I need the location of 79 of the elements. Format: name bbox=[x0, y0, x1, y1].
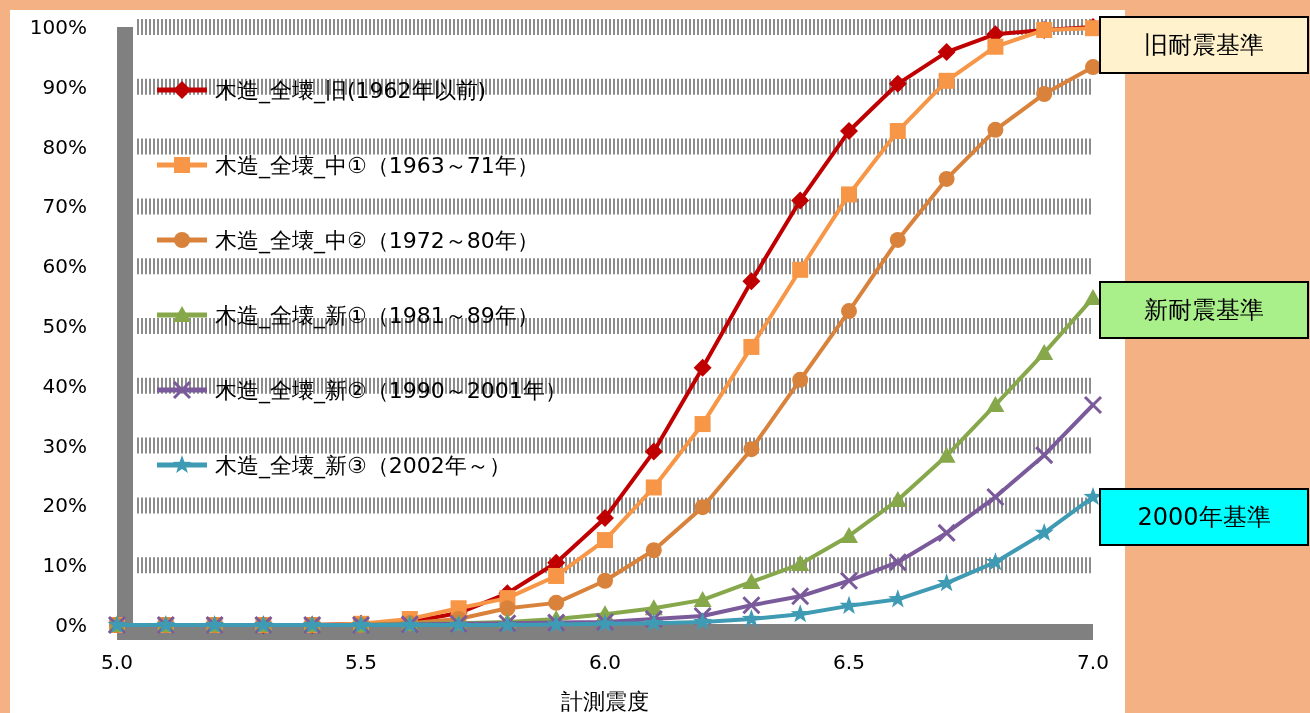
point bbox=[790, 604, 810, 623]
point bbox=[985, 552, 1005, 571]
point bbox=[841, 186, 857, 203]
x-tick-label: 7.0 bbox=[1077, 650, 1109, 674]
point bbox=[1034, 445, 1054, 465]
point bbox=[841, 303, 857, 320]
point bbox=[644, 442, 663, 461]
y-tick-label: 40% bbox=[42, 373, 87, 398]
point bbox=[645, 479, 662, 496]
legend-label: 木造_全壊_中①（1963～71年） bbox=[215, 152, 539, 179]
y-tick-label: 80% bbox=[42, 134, 87, 159]
point bbox=[889, 123, 906, 140]
text: 2000年基準 bbox=[1137, 503, 1271, 531]
point bbox=[742, 272, 761, 291]
point bbox=[1085, 59, 1101, 76]
point bbox=[548, 594, 565, 611]
point bbox=[548, 567, 565, 584]
point bbox=[792, 371, 809, 388]
y-tick-label: 0% bbox=[55, 613, 87, 637]
y-tick-label: 30% bbox=[42, 433, 87, 458]
legend-label: 木造_全壊_中②（1972～80年） bbox=[215, 227, 539, 254]
point bbox=[986, 395, 1005, 412]
x-tick-label: 6.0 bbox=[589, 650, 621, 674]
x-tick-label: 5.5 bbox=[345, 650, 377, 674]
point bbox=[937, 43, 956, 62]
x-tick-label: 6.5 bbox=[833, 650, 865, 674]
point bbox=[597, 572, 613, 589]
point bbox=[889, 231, 906, 248]
x-axis-title: 計測震度 bbox=[561, 689, 649, 713]
text: 新耐震基準 bbox=[1144, 296, 1264, 324]
point bbox=[888, 552, 908, 572]
legend-label: 木造_全壊_旧(1962年以前) bbox=[215, 77, 487, 104]
point bbox=[985, 487, 1005, 507]
point bbox=[741, 609, 761, 628]
point bbox=[839, 571, 859, 591]
point bbox=[790, 586, 810, 606]
point bbox=[1083, 395, 1103, 415]
point bbox=[839, 595, 859, 614]
point bbox=[791, 555, 810, 571]
point bbox=[694, 499, 711, 516]
point bbox=[937, 446, 956, 463]
point bbox=[987, 121, 1004, 138]
point bbox=[597, 532, 613, 549]
y-tick-label: 10% bbox=[42, 553, 87, 578]
y-tick-label: 20% bbox=[42, 493, 87, 518]
point bbox=[743, 441, 760, 458]
point bbox=[938, 170, 955, 187]
point bbox=[888, 74, 907, 93]
point bbox=[1036, 85, 1053, 102]
point bbox=[742, 572, 761, 589]
point bbox=[743, 338, 760, 355]
point bbox=[1034, 522, 1054, 541]
point bbox=[596, 508, 614, 527]
point bbox=[938, 72, 955, 89]
point bbox=[840, 526, 858, 543]
text: 旧耐震基準 bbox=[1144, 31, 1264, 59]
point bbox=[693, 612, 713, 631]
point bbox=[937, 573, 957, 592]
legend-label: 木造_全壊_新③（2002年～） bbox=[215, 452, 511, 479]
point bbox=[1035, 343, 1054, 360]
legend-label: 木造_全壊_新②（1990～2001年） bbox=[215, 377, 567, 404]
point bbox=[645, 542, 662, 559]
point bbox=[937, 523, 957, 543]
point bbox=[840, 122, 858, 141]
point bbox=[693, 358, 712, 377]
y-tick-label: 100% bbox=[29, 15, 87, 39]
y-tick-label: 50% bbox=[42, 314, 87, 338]
point bbox=[987, 38, 1004, 55]
point bbox=[791, 191, 810, 210]
y-tick-label: 70% bbox=[42, 194, 87, 219]
legend-label: 木造_全壊_新①（1981～89年） bbox=[215, 302, 539, 329]
point bbox=[693, 590, 712, 607]
y-tick-label: 90% bbox=[42, 74, 87, 99]
y-tick-label: 60% bbox=[42, 254, 87, 279]
point bbox=[694, 416, 711, 433]
x-tick-label: 5.0 bbox=[101, 650, 133, 674]
point bbox=[741, 595, 761, 615]
point bbox=[792, 261, 809, 278]
point bbox=[499, 600, 516, 617]
